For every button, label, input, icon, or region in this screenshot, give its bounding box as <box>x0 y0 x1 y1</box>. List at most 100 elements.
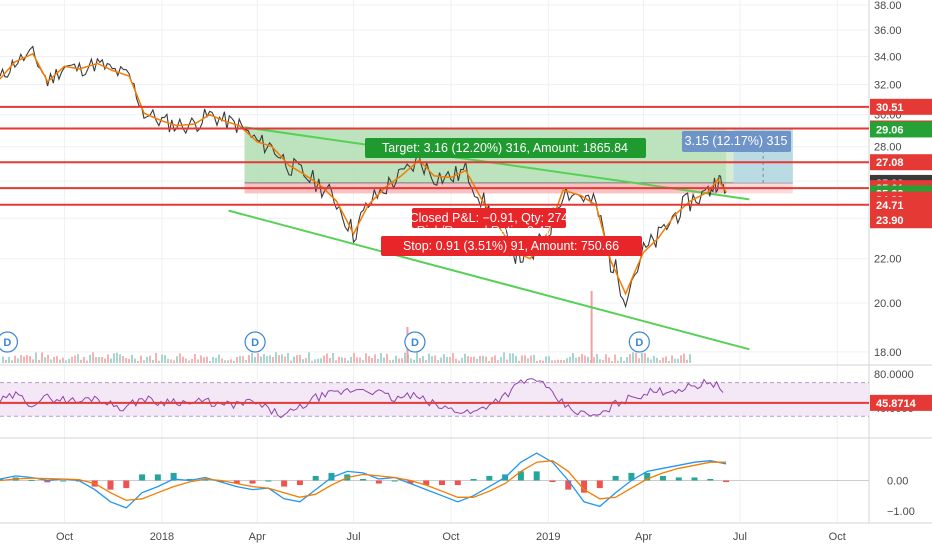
volume-bar <box>623 360 625 363</box>
volume-bar <box>137 360 139 363</box>
volume-bar <box>248 355 250 363</box>
volume-bar <box>509 353 511 363</box>
time-tick-label: Apr <box>249 531 266 543</box>
volume-bar <box>131 354 133 363</box>
volume-bar <box>80 359 82 363</box>
volume-bar <box>467 356 469 363</box>
macd-histogram-bar <box>281 480 288 487</box>
volume-bar <box>572 352 574 363</box>
volume-bar <box>455 358 457 363</box>
volume-bar <box>71 356 73 363</box>
volume-bar <box>584 355 586 363</box>
volume-bar <box>413 359 415 363</box>
volume-bar <box>236 357 238 363</box>
volume-bar <box>83 356 85 363</box>
macd-histogram-bar <box>407 480 414 484</box>
volume-bar <box>368 356 370 363</box>
volume-bar <box>155 352 157 363</box>
price-level-tag-label: 27.08 <box>876 157 904 169</box>
price-tick-label: 22.00 <box>874 254 902 266</box>
volume-bar <box>389 360 391 363</box>
projection-annotation: 3.15 (12.17%) 315 <box>685 134 788 148</box>
macd-histogram-bar <box>423 480 430 486</box>
macd-histogram-bar <box>533 471 540 481</box>
volume-bar <box>386 353 388 363</box>
horizontal-lines[interactable] <box>0 105 869 206</box>
volume-bar <box>488 360 490 363</box>
volume-bar <box>443 354 445 363</box>
macd-histogram-bar <box>549 480 556 483</box>
macd-histogram-bar <box>438 480 445 486</box>
volume-bar <box>50 359 52 363</box>
volume-bar <box>194 353 196 363</box>
volume-bar <box>449 357 451 363</box>
price-level-tag-label: 24.71 <box>876 200 904 212</box>
macd-histogram-bar <box>675 477 682 481</box>
volume-bar <box>161 354 163 363</box>
volume-bar <box>527 358 529 363</box>
volume-bar <box>272 357 274 363</box>
price-level-tag <box>870 196 932 213</box>
volume-bar <box>107 354 109 363</box>
volume-bar <box>401 358 403 363</box>
volume-bar <box>431 356 433 363</box>
volume-bar <box>530 355 532 363</box>
volume-bar <box>74 355 76 363</box>
volume-bar <box>536 360 538 363</box>
volume-bar <box>185 358 187 363</box>
time-tick-label: 2018 <box>150 531 174 543</box>
volume-bar <box>656 357 658 363</box>
target-annotation: Target: 3.16 (12.20%) 316, Amount: 1865.… <box>382 141 628 155</box>
price-level-tag <box>870 154 932 171</box>
macd-histogram-bar <box>596 480 603 489</box>
volume-bar <box>260 356 262 363</box>
volume-bar <box>239 356 241 363</box>
volume-bar <box>428 353 430 363</box>
dividend-marker-label: D <box>411 337 419 349</box>
volume-spike <box>590 291 593 363</box>
dividend-marker-circle <box>244 331 266 353</box>
volume-bar <box>404 352 406 363</box>
volume-bar <box>506 359 508 363</box>
volume-bar <box>515 355 517 363</box>
volume-bar <box>599 359 601 363</box>
volume-bar <box>92 352 94 363</box>
volume-bar <box>374 354 376 363</box>
time-axis[interactable]: Oct 2018 Apr Jul Oct 2019 Apr Jul Oct <box>56 531 846 543</box>
volume-bar <box>77 354 79 363</box>
volume-bar <box>395 355 397 363</box>
volume-bar <box>35 352 37 363</box>
volume-bar <box>206 356 208 363</box>
volume-bar <box>587 356 589 363</box>
volume-bar <box>338 356 340 363</box>
volume-bar <box>545 356 547 363</box>
volume-bar <box>479 355 481 363</box>
volume-bar <box>662 357 664 363</box>
rsi-line <box>0 378 724 419</box>
volume-bar <box>518 360 520 363</box>
volume-bar <box>68 358 70 363</box>
macd-histogram-bar <box>60 480 67 482</box>
volume-bar <box>278 355 280 363</box>
volume-bar <box>98 357 100 363</box>
macd-histogram-bar <box>233 480 240 484</box>
volume-bar <box>371 357 373 363</box>
volume-bar <box>122 356 124 363</box>
volume-bar <box>380 353 382 363</box>
volume-bar <box>257 353 259 363</box>
volume-bar <box>503 352 505 363</box>
volume-bar <box>668 360 670 363</box>
volume-bar <box>200 355 202 363</box>
volume-bar <box>17 358 19 363</box>
volume-bar <box>653 355 655 363</box>
time-tick-label: Jul <box>733 531 747 543</box>
volume-bar <box>95 357 97 363</box>
rsi-band <box>0 382 869 417</box>
volume-bar <box>113 353 115 363</box>
macd-histogram-bar <box>217 480 224 483</box>
price-level-tag <box>870 121 932 138</box>
volume-bar <box>674 358 676 363</box>
dividend-marker-circle <box>628 331 650 353</box>
volume-bar <box>11 360 13 363</box>
